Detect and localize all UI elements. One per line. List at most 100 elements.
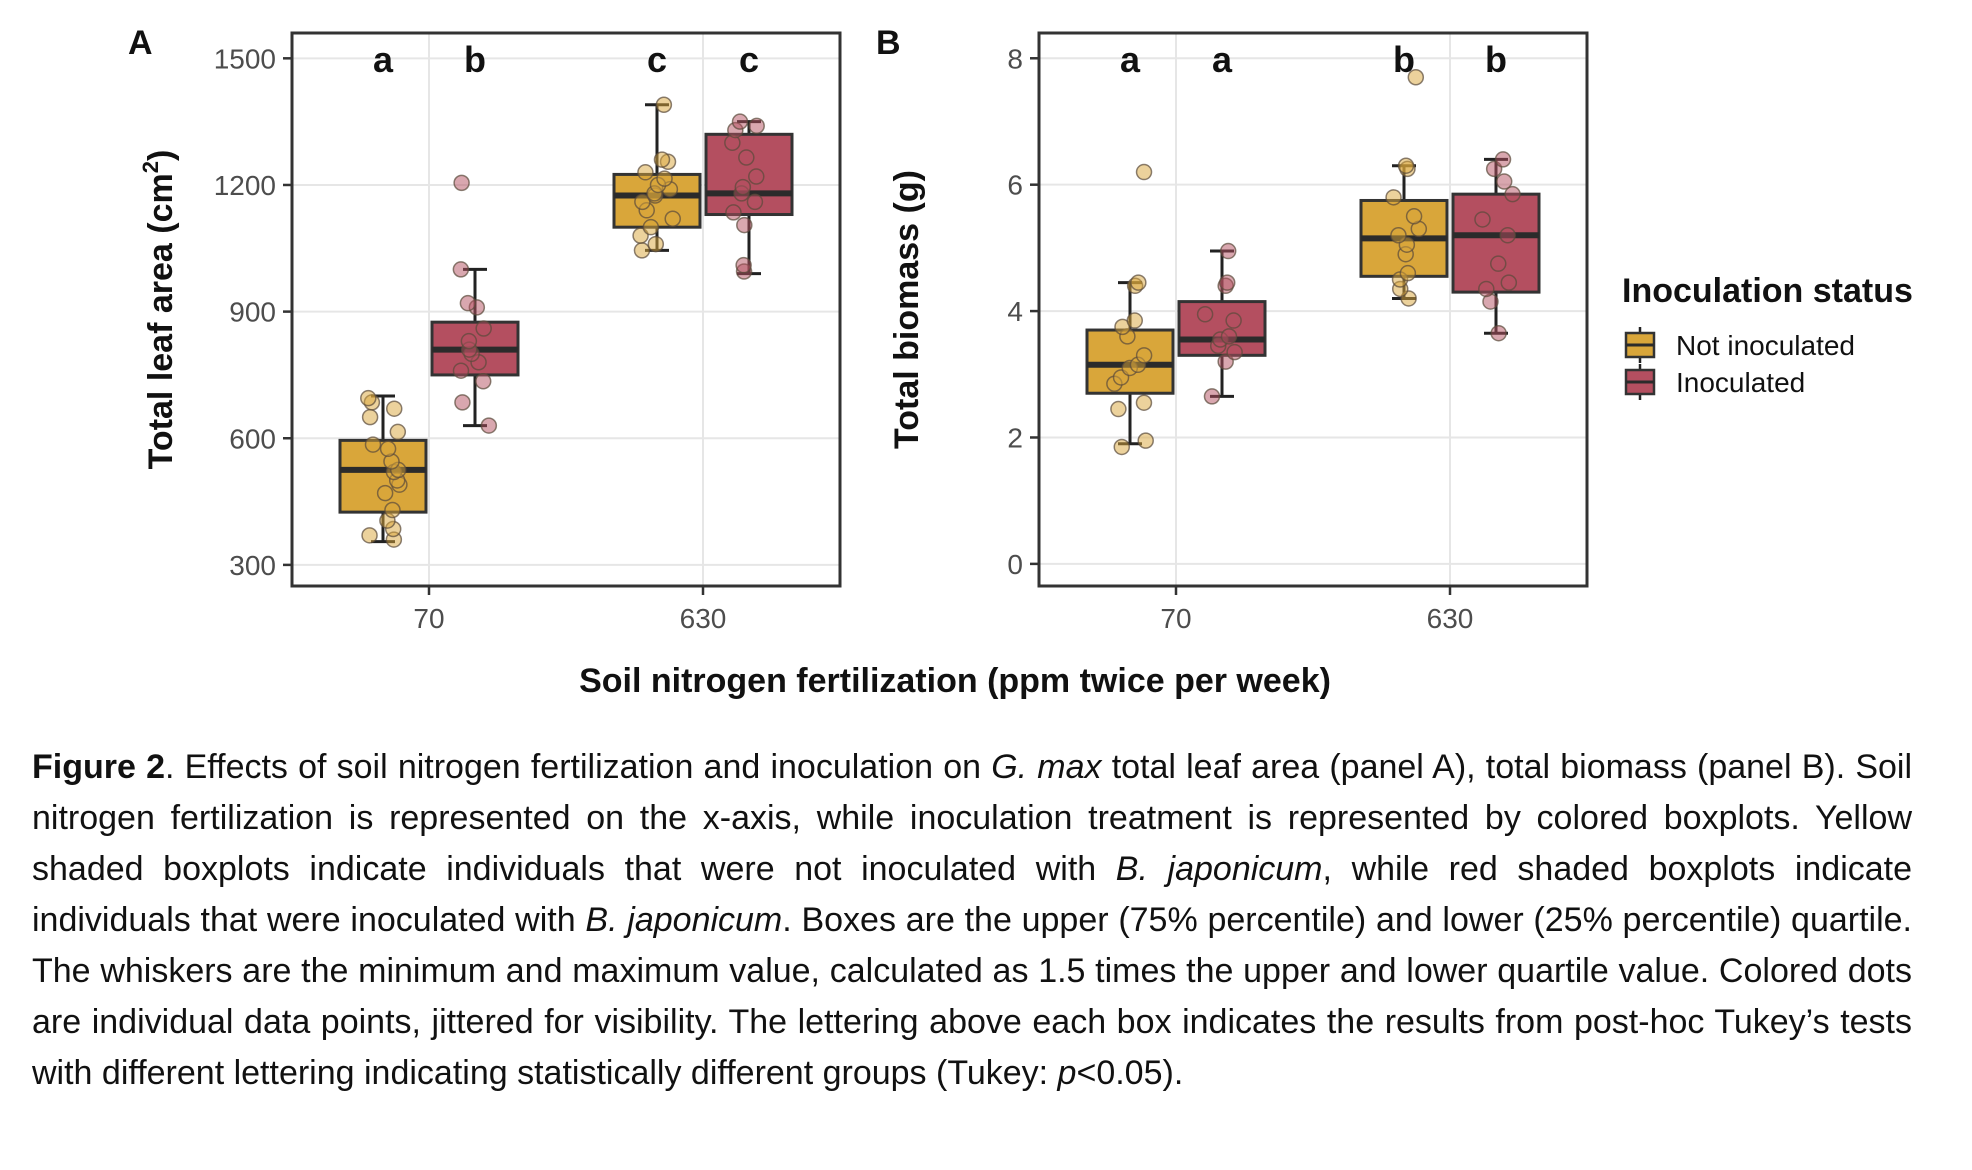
y-tick-label: 8 — [1007, 43, 1023, 74]
data-point — [1478, 280, 1495, 298]
data-point — [1130, 274, 1147, 291]
legend: Inoculation status Not inoculated Inocula… — [1622, 272, 1913, 400]
p-value-symbol: p — [1057, 1054, 1077, 1092]
data-point — [475, 320, 492, 337]
data-point — [1490, 324, 1507, 342]
significance-letter: a — [1212, 39, 1233, 80]
data-point — [655, 96, 673, 114]
data-point — [748, 168, 765, 185]
data-point — [725, 204, 742, 221]
data-point — [1225, 312, 1242, 329]
box — [1451, 192, 1541, 294]
significance-letter: b — [464, 39, 486, 80]
y-tick-label: 300 — [229, 550, 276, 581]
boxplot — [612, 96, 702, 259]
boxplot — [1451, 151, 1541, 342]
panel-label: B — [876, 24, 901, 62]
y-tick-label: 4 — [1007, 296, 1023, 327]
data-point — [459, 294, 477, 312]
data-point — [1135, 163, 1153, 181]
caption-label: Figure 2 — [32, 748, 165, 786]
data-point — [653, 151, 671, 168]
panel-b: a a b b 0 2 4 6 8 70 630 B Total biomass (g) — [876, 24, 1589, 634]
data-point — [736, 216, 753, 234]
data-point — [1226, 343, 1243, 361]
boxplot — [704, 113, 794, 280]
panel-border — [1037, 31, 1589, 588]
data-point — [1137, 432, 1154, 449]
legend-label: Inoculated — [1676, 367, 1805, 398]
y-tick-label: 600 — [229, 423, 276, 454]
data-point — [1113, 438, 1131, 456]
y-tick-label: 0 — [1007, 549, 1023, 580]
data-point — [379, 440, 397, 458]
data-point — [361, 408, 379, 426]
data-point — [1218, 274, 1236, 291]
data-point — [1110, 400, 1127, 418]
data-point — [637, 164, 654, 181]
data-point — [647, 235, 665, 253]
x-axis-label: Soil nitrogen fertilization (ppm twice p… — [579, 662, 1331, 700]
data-point — [480, 417, 498, 434]
data-point — [460, 332, 478, 350]
data-point — [738, 149, 755, 166]
data-point — [1474, 211, 1491, 228]
legend-title: Inoculation status — [1622, 272, 1913, 310]
y-tick-label: 1500 — [214, 43, 276, 74]
data-point — [376, 484, 394, 502]
boxplot — [338, 389, 428, 548]
data-point — [453, 174, 470, 192]
data-point — [364, 436, 382, 453]
data-point — [1135, 394, 1153, 411]
data-point — [1135, 347, 1153, 364]
data-point — [452, 261, 470, 278]
data-point — [1504, 185, 1521, 203]
panel-label: A — [128, 24, 153, 62]
data-point — [1390, 226, 1407, 244]
data-point — [1397, 157, 1415, 174]
data-point — [360, 389, 377, 407]
x-tick-label: 630 — [1427, 603, 1474, 634]
data-point — [642, 218, 660, 236]
significance-letter: b — [1393, 39, 1415, 80]
y-axis-label: Total leaf area (cm2) — [138, 150, 180, 470]
data-point — [1220, 328, 1238, 345]
figure-caption: Figure 2. Effects of soil nitrogen ferti… — [32, 748, 1913, 1092]
data-point — [1219, 242, 1237, 260]
data-point — [474, 373, 492, 390]
data-point — [731, 113, 749, 130]
data-point — [1407, 68, 1425, 86]
significance-letter: a — [1120, 39, 1141, 80]
y-axis-label: Total biomass (g) — [888, 170, 926, 449]
y-tick-label: 2 — [1007, 422, 1023, 453]
data-point — [1494, 151, 1512, 168]
y-tick-label: 900 — [229, 297, 276, 328]
panel-border — [290, 31, 842, 588]
x-tick-label: 630 — [680, 603, 727, 634]
boxplot — [430, 174, 520, 434]
species-name: G. max — [991, 748, 1102, 786]
bacterium-name: B. japonicum — [585, 901, 783, 939]
data-point — [454, 394, 471, 411]
legend-item: Inoculated — [1624, 364, 1805, 400]
data-point — [1500, 274, 1518, 291]
legend-item: Not inoculated — [1624, 327, 1855, 363]
data-point — [746, 193, 764, 211]
significance-letter: a — [373, 39, 394, 80]
data-point — [664, 210, 681, 227]
y-tick-label: 6 — [1007, 170, 1023, 201]
data-point — [1490, 255, 1507, 272]
data-point — [1126, 312, 1144, 329]
data-point — [452, 362, 470, 379]
data-point — [1203, 388, 1221, 405]
x-tick-label: 70 — [413, 603, 444, 634]
data-point — [1495, 173, 1513, 190]
legend-label: Not inoculated — [1676, 330, 1855, 361]
data-point — [633, 242, 651, 259]
data-point — [734, 178, 752, 196]
data-point — [384, 501, 401, 519]
data-point — [1405, 208, 1423, 225]
data-point — [389, 423, 407, 441]
significance-letter: c — [647, 39, 667, 80]
panel-a: a b c c 300 600 900 1200 1500 70 630 A Total leaf ar… — [128, 24, 842, 634]
